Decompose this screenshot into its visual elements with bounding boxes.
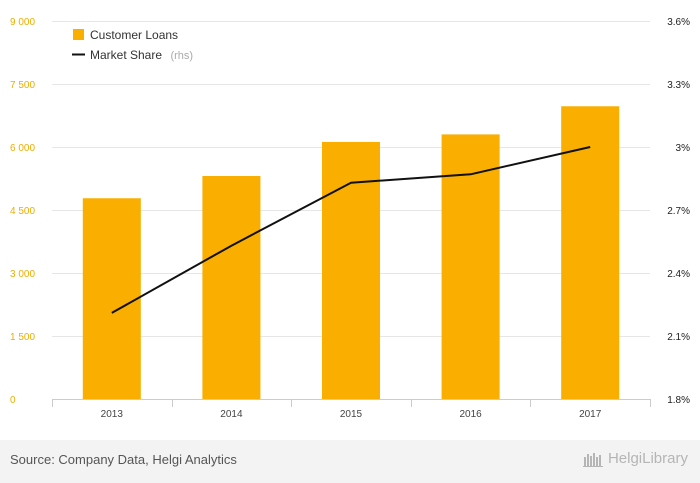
- x-axis: 2013 2014 2015 2016 2017: [52, 399, 651, 420]
- x-tick-label: 2014: [220, 409, 243, 420]
- legend-label-customer-loans: Customer Loans: [90, 28, 178, 42]
- y-axis-right: 1.8% 2.1% 2.4% 2.7% 3% 3.3% 3.6%: [667, 17, 690, 406]
- brand-logo: HelgiLibrary: [582, 450, 688, 467]
- y-left-tick-label: 9 000: [10, 17, 35, 28]
- y-right-tick-label: 3.6%: [667, 17, 690, 28]
- y-left-tick-label: 1 500: [10, 332, 35, 343]
- legend-swatch-customer-loans: [73, 29, 84, 40]
- bar-2017: [561, 106, 620, 399]
- market-share-line: [111, 146, 591, 314]
- library-icon: [582, 452, 603, 467]
- y-left-tick-label: 4 500: [10, 206, 35, 217]
- y-left-tick-label: 0: [10, 395, 16, 406]
- x-tick-label: 2017: [579, 409, 602, 420]
- y-right-tick-label: 2.1%: [667, 332, 690, 343]
- legend: Customer Loans Market Share (rhs): [72, 28, 193, 63]
- y-left-tick-label: 3 000: [10, 269, 35, 280]
- y-left-tick-label: 7 500: [10, 80, 35, 91]
- legend-label-market-share-name: Market Share: [90, 48, 162, 62]
- y-left-tick-label: 6 000: [10, 143, 35, 154]
- y-right-tick-label: 1.8%: [667, 395, 690, 406]
- bar-2015: [322, 141, 380, 399]
- source-note: Source: Company Data, Helgi Analytics: [10, 452, 237, 467]
- bar-2013: [82, 198, 141, 399]
- y-right-tick-label: 2.4%: [667, 269, 690, 280]
- y-right-tick-label: 3%: [676, 143, 691, 154]
- legend-label-market-share: Market Share (rhs): [90, 46, 193, 63]
- bar-2014: [202, 175, 261, 399]
- bar-2016: [441, 134, 500, 399]
- x-tick-label: 2013: [101, 409, 124, 420]
- x-tick-label: 2016: [459, 409, 482, 420]
- x-tick-label: 2015: [340, 409, 363, 420]
- legend-label-rhs: (rhs): [170, 50, 193, 62]
- line-series: [111, 146, 591, 314]
- y-right-tick-label: 3.3%: [667, 80, 690, 91]
- bar-series: [82, 106, 620, 399]
- y-right-tick-label: 2.7%: [667, 206, 690, 217]
- y-axis-left: 0 1 500 3 000 4 500 6 000 7 500 9 000: [10, 17, 35, 406]
- chart: 2013 2014 2015 2016 2017 0 1 500 3 000 4 500 6 0…: [10, 17, 690, 420]
- brand-name: HelgiLibrary: [607, 450, 688, 467]
- footer: Source: Company Data, Helgi Analytics He…: [0, 440, 700, 483]
